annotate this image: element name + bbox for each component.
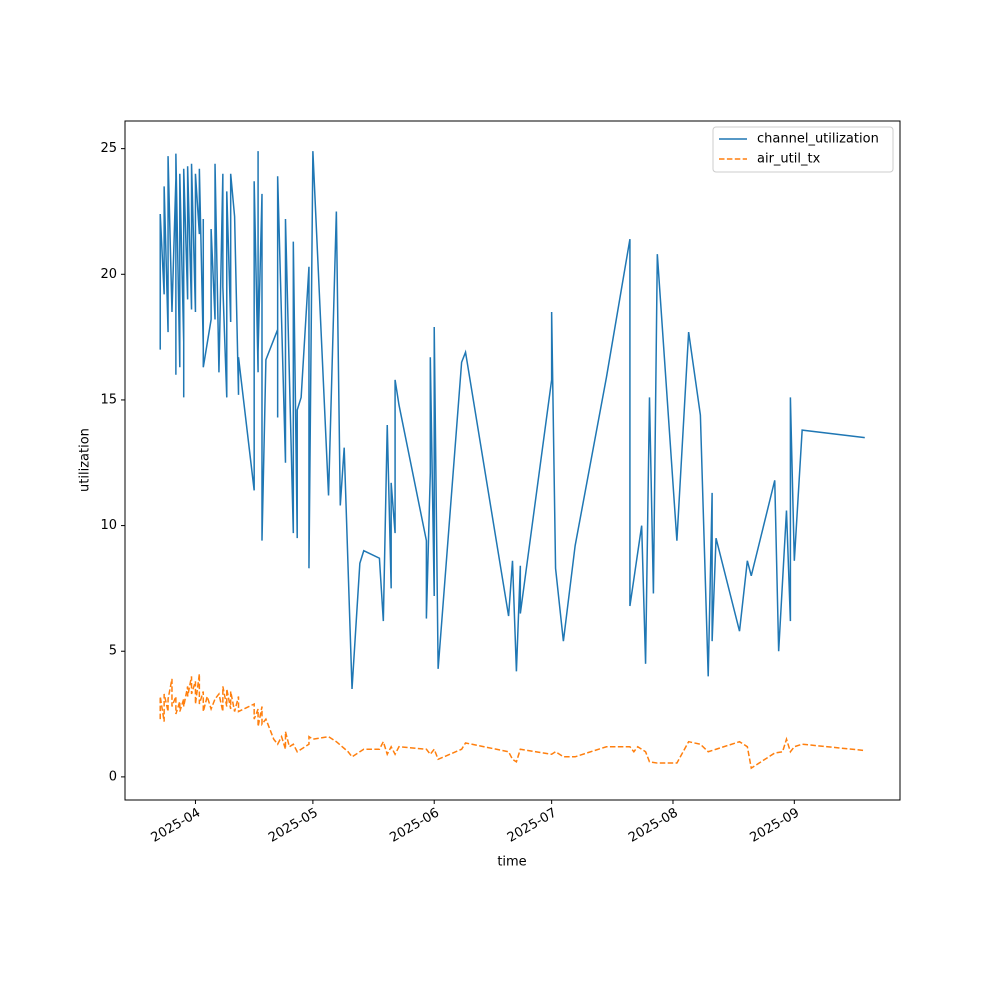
x-tick-label: 2025-04 bbox=[149, 806, 204, 846]
data-line bbox=[159, 673, 865, 770]
x-tick-label: 2025-08 bbox=[626, 806, 681, 846]
x-tick-label: 2025-06 bbox=[387, 806, 442, 846]
legend-box bbox=[712, 126, 894, 173]
x-tick-label: 2025-09 bbox=[748, 806, 803, 846]
y-tick-label: 15 bbox=[100, 392, 117, 407]
y-tick-label: 25 bbox=[100, 141, 117, 156]
x-tick-label: 2025-05 bbox=[266, 806, 321, 846]
y-tick-label: 20 bbox=[100, 267, 117, 282]
data-line bbox=[159, 151, 865, 689]
legend-label: air_util_tx bbox=[757, 152, 821, 167]
x-tick-label: 2025-07 bbox=[505, 806, 560, 846]
legend-label: channel_utilization bbox=[757, 132, 879, 147]
x-axis-label: time bbox=[497, 855, 526, 870]
y-tick-label: 5 bbox=[109, 644, 117, 659]
y-axis-label: utilization bbox=[78, 428, 93, 492]
plot-frame bbox=[124, 120, 901, 801]
y-tick-label: 0 bbox=[109, 769, 117, 784]
y-tick-label: 10 bbox=[100, 518, 117, 533]
